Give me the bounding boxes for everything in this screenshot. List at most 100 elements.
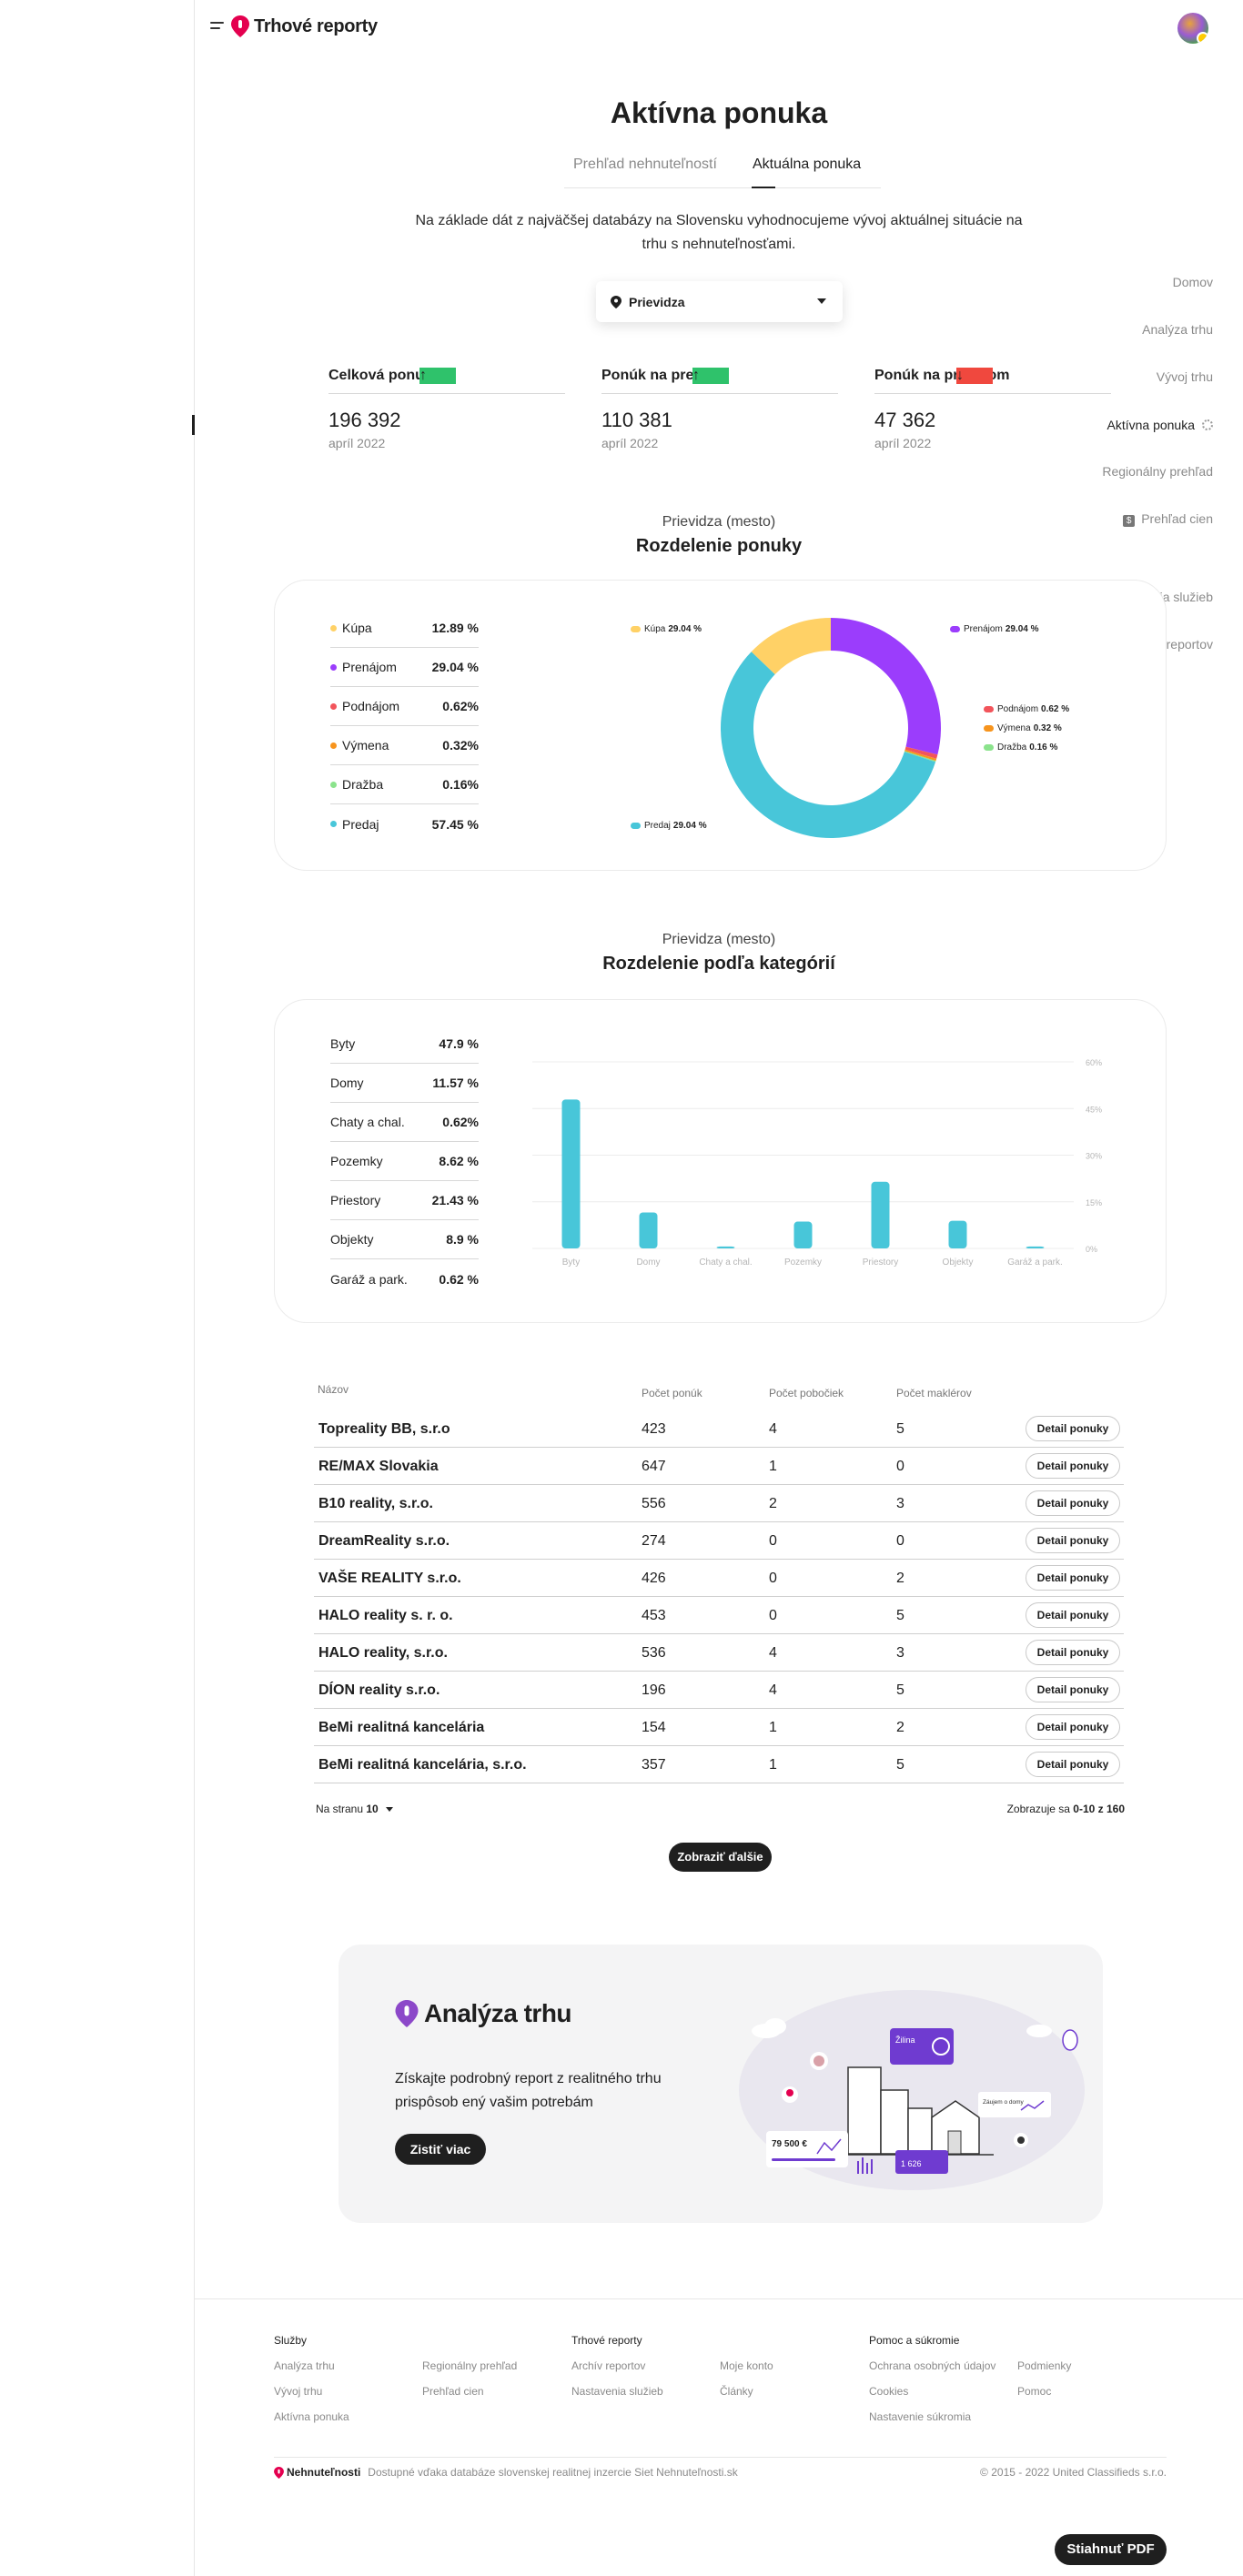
footer-link[interactable]: Články	[720, 2385, 753, 2398]
footer-link[interactable]: Prehľad cien	[422, 2385, 484, 2398]
sidebar-active-indicator	[192, 415, 195, 435]
footer-link[interactable]: Moje konto	[720, 2359, 773, 2372]
learn-more-button[interactable]: Zistiť viac	[395, 2134, 486, 2165]
per-page-select[interactable]: Na stranu 10	[316, 1803, 393, 1815]
brand-name: Trhové reporty	[254, 15, 378, 36]
legend-value: 0.32%	[442, 738, 479, 753]
legend-label: Kúpa	[342, 621, 372, 635]
sidebar-item-regionalny-prehlad[interactable]: Regionálny prehľad	[1102, 464, 1213, 479]
showing-value: 0-10 z 160	[1073, 1803, 1125, 1815]
arrow-up-icon: ↑	[692, 368, 729, 384]
category-row: Garáž a park. 0.62 %	[330, 1259, 479, 1298]
show-more-button[interactable]: Zobraziť ďalšie	[669, 1843, 772, 1872]
category-label: Chaty a chal.	[330, 1115, 405, 1129]
donut-label-name: Dražba	[997, 742, 1027, 753]
footer-link[interactable]: Nastavenie súkromia	[869, 2410, 972, 2423]
donut-label: Výmena 0.32 %	[984, 723, 1062, 733]
category-row: Objekty 8.9 %	[330, 1220, 479, 1259]
donut-label-name: Kúpa	[644, 624, 666, 634]
footer-link[interactable]: Nastavenia služieb	[571, 2385, 663, 2398]
agency-name: B10 reality, s.r.o.	[318, 1496, 433, 1511]
card-price-value: 79 500 €	[772, 2139, 807, 2149]
donut-label: Prenájom 29.04 %	[950, 624, 1039, 634]
tab-prehlad-nehnutelnosti[interactable]: Prehľad nehnuteľností	[573, 157, 717, 172]
stat-rent: Ponúk na prenájom 47 362 apríl 2022	[874, 368, 1111, 450]
detail-button[interactable]: Detail ponuky	[1026, 1752, 1120, 1777]
avatar[interactable]	[1177, 13, 1208, 44]
legend-value: 29.04 %	[431, 660, 479, 674]
tab-aktualna-ponuka[interactable]: Aktuálna ponuka	[753, 157, 862, 172]
legend-row: Kúpa 12.89 %	[330, 609, 479, 648]
category-value: 8.62 %	[439, 1154, 479, 1168]
detail-button[interactable]: Detail ponuky	[1026, 1714, 1120, 1740]
chevron-down-icon	[817, 298, 826, 304]
chevron-down-icon	[385, 1806, 393, 1812]
branches-count: 1	[769, 1757, 777, 1773]
stat-value: 196 392	[328, 409, 401, 431]
section-title: Rozdelenie ponuky	[635, 536, 803, 556]
legend-value: 57.45 %	[431, 816, 479, 832]
footer-link[interactable]: Cookies	[869, 2385, 909, 2398]
footer-link[interactable]: Aktívna ponuka	[274, 2410, 349, 2423]
location-select[interactable]: Prievidza	[596, 281, 843, 322]
detail-button[interactable]: Detail ponuky	[1026, 1565, 1120, 1591]
download-pdf-button[interactable]: Stiahnuť PDF	[1055, 2534, 1167, 2565]
branches-count: 0	[769, 1608, 777, 1623]
legend-dot	[330, 742, 337, 749]
agents-count: 5	[896, 1421, 904, 1437]
promo-text: Získajte podrobný report z realitného tr…	[395, 2071, 662, 2110]
detail-button[interactable]: Detail ponuky	[1026, 1677, 1120, 1702]
agency-name: DÍON reality s.r.o.	[318, 1682, 440, 1698]
section-subtitle: Prievidza (mesto)	[662, 514, 776, 530]
stat-sale: Ponúk na predaj 110 381 apríl 2022	[601, 368, 838, 450]
category-label: Domy	[330, 1076, 364, 1090]
footer-link[interactable]: Ochrana osobných údajov	[869, 2359, 996, 2372]
legend-label: Dražba	[342, 777, 384, 792]
sidebar-item-label: Analýza trhu	[1142, 322, 1213, 337]
menu-icon[interactable]	[210, 22, 224, 33]
offers-count: 426	[642, 1571, 666, 1586]
footer-link[interactable]: Pomoc	[1017, 2385, 1052, 2398]
stat-period: apríl 2022	[601, 436, 659, 450]
agents-count: 2	[896, 1571, 904, 1586]
pin-logo-icon	[395, 2000, 419, 2027]
footer-link[interactable]: Analýza trhu	[274, 2359, 335, 2372]
footer-bottom-divider	[274, 2457, 1167, 2458]
detail-button[interactable]: Detail ponuky	[1026, 1490, 1120, 1516]
detail-button[interactable]: Detail ponuky	[1026, 1453, 1120, 1479]
sidebar-item-label: Regionálny prehľad	[1102, 464, 1213, 479]
table-row: DreamReality s.r.o. 274 0 0 Detail ponuky	[314, 1522, 1124, 1560]
donut-label-swatch	[631, 626, 641, 632]
agents-count: 3	[896, 1496, 904, 1511]
donut-label: Kúpa 29.04 %	[631, 624, 702, 634]
brand-logo[interactable]: Trhové reporty	[231, 15, 378, 37]
footer-link[interactable]: Vývoj trhu	[274, 2385, 323, 2398]
sidebar-item-vyvoj-trhu[interactable]: Vývoj trhu	[1157, 369, 1213, 384]
footer-link[interactable]: Podmienky	[1017, 2359, 1072, 2372]
detail-button[interactable]: Detail ponuky	[1026, 1416, 1120, 1441]
detail-button[interactable]: Detail ponuky	[1026, 1602, 1120, 1628]
footer-link[interactable]: Regionálny prehľad	[422, 2359, 518, 2372]
per-page-value: 10	[366, 1803, 379, 1815]
promo-title-text: Analýza trhu	[424, 1999, 572, 2027]
agency-name: BeMi realitná kancelária, s.r.o.	[318, 1757, 527, 1773]
offers-count: 647	[642, 1459, 666, 1474]
card-zilina: Žilina	[890, 2028, 954, 2065]
legend-label: Prenájom	[342, 660, 397, 674]
stat-label: Ponúk na predaj	[601, 368, 838, 394]
donut-label-value: 29.04 %	[672, 821, 707, 831]
sidebar-item-domov[interactable]: Domov	[1173, 275, 1213, 289]
loading-icon	[1202, 419, 1213, 430]
sidebar-item-analyza-trhu[interactable]: Analýza trhu	[1142, 322, 1213, 337]
donut-label-value: 0.32 %	[1033, 723, 1062, 733]
sidebar-item-label: Prehľad cien	[1141, 511, 1213, 526]
donut-label-value: 0.16 %	[1029, 742, 1058, 753]
detail-button[interactable]: Detail ponuky	[1026, 1640, 1120, 1665]
table-row: BeMi realitná kancelária, s.r.o. 357 1 5 Det…	[314, 1746, 1124, 1783]
branches-count: 1	[769, 1720, 777, 1735]
sidebar-item-aktivna-ponuka[interactable]: Aktívna ponuka	[1107, 418, 1213, 432]
footer-link[interactable]: Archív reportov	[571, 2359, 646, 2372]
detail-button[interactable]: Detail ponuky	[1026, 1528, 1120, 1553]
category-row: Priestory 21.43 %	[330, 1181, 479, 1220]
sidebar-item-prehlad-cien[interactable]: $ Prehľad cien	[1123, 511, 1213, 527]
